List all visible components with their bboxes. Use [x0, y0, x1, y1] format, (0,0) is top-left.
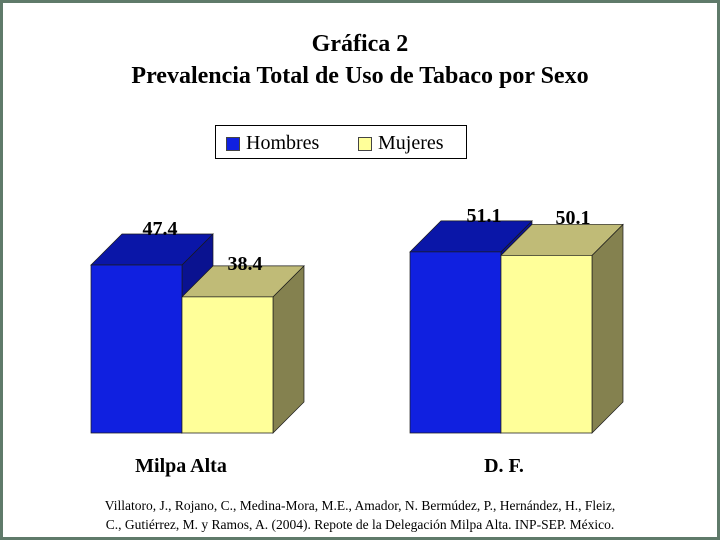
- source-citation: Villatoro, J., Rojano, C., Medina-Mora, …: [20, 496, 700, 534]
- source-line-1: Villatoro, J., Rojano, C., Medina-Mora, …: [104, 498, 616, 513]
- legend-label-mujeres: Mujeres: [378, 132, 444, 154]
- legend-label-hombres: Hombres: [246, 132, 320, 154]
- chart-title: Gráfica 2: [311, 31, 409, 57]
- bar-hombres-0: [90, 264, 183, 434]
- source-line-2: C., Gutiérrez, M. y Ramos, A. (2004). Re…: [105, 517, 615, 532]
- data-label-mujeres-1: 50.1: [556, 207, 591, 229]
- data-label-mujeres-0: 38.4: [228, 253, 263, 275]
- chart-subtitle: Prevalencia Total de Uso de Tabaco por S…: [131, 63, 589, 89]
- legend-swatch-hombres: [226, 137, 240, 151]
- legend: Hombres Mujeres: [215, 125, 467, 159]
- bar-mujeres-0: [181, 296, 274, 434]
- bar-side-mujeres-1: [591, 223, 624, 434]
- bar-mujeres-1: [500, 255, 593, 434]
- data-label-hombres-0: 47.4: [143, 218, 178, 240]
- legend-swatch-mujeres: [358, 137, 372, 151]
- category-label-milpa-alta: Milpa Alta: [135, 455, 227, 477]
- bar-hombres-1: [409, 251, 502, 434]
- category-label-df: D. F.: [484, 455, 524, 477]
- data-label-hombres-1: 51.1: [467, 205, 502, 227]
